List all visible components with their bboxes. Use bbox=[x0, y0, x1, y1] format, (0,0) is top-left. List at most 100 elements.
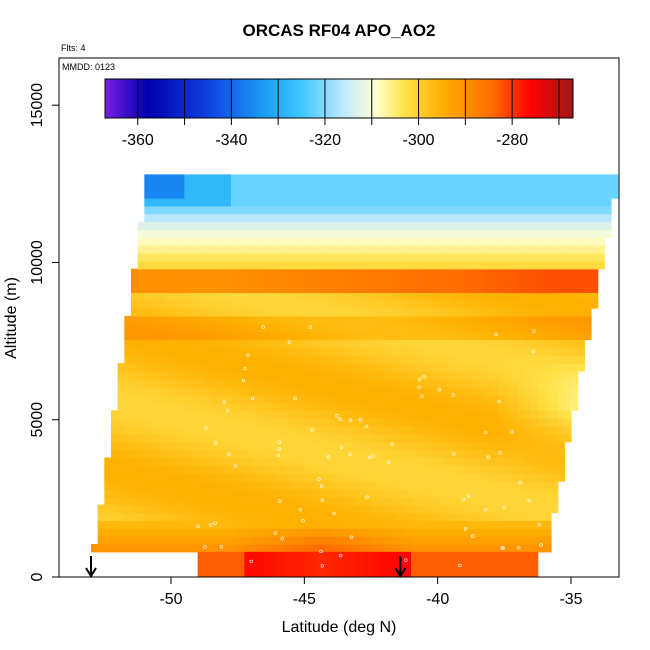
heat-cell bbox=[537, 488, 545, 498]
heat-cell bbox=[557, 213, 565, 223]
heat-cell bbox=[437, 426, 445, 435]
heat-cell bbox=[551, 386, 559, 396]
heat-cell bbox=[257, 260, 265, 270]
heat-cell bbox=[491, 190, 499, 199]
heat-cell bbox=[411, 410, 419, 419]
heat-cell bbox=[311, 433, 319, 443]
heat-cell bbox=[371, 457, 379, 466]
heat-cell bbox=[437, 370, 445, 380]
heat-cell bbox=[237, 229, 245, 238]
heat-cell bbox=[271, 488, 279, 498]
heat-cell bbox=[491, 284, 499, 293]
heat-cell bbox=[171, 213, 179, 223]
heat-cell bbox=[411, 323, 419, 333]
heat-cell bbox=[517, 347, 525, 356]
heat-cell bbox=[531, 284, 539, 293]
heat-cell bbox=[491, 197, 499, 207]
heat-cell bbox=[431, 370, 439, 380]
heat-cell bbox=[411, 473, 419, 482]
heat-cell bbox=[324, 174, 332, 183]
heat-cell bbox=[377, 174, 385, 183]
heat-cell bbox=[224, 441, 232, 451]
heat-cell bbox=[544, 276, 552, 286]
heat-cell bbox=[324, 205, 332, 215]
heat-cell bbox=[511, 323, 519, 333]
heat-cell bbox=[151, 315, 159, 325]
heat-cell bbox=[477, 520, 485, 529]
heat-cell bbox=[384, 543, 392, 553]
heat-cell bbox=[484, 512, 492, 521]
heat-cell bbox=[204, 197, 212, 207]
heat-cell bbox=[577, 355, 585, 364]
heat-cell bbox=[204, 205, 212, 215]
heat-cell bbox=[424, 473, 432, 482]
heat-cell bbox=[357, 512, 365, 521]
heat-cell bbox=[304, 457, 312, 466]
heat-cell bbox=[444, 268, 452, 278]
heat-cell bbox=[557, 276, 565, 286]
heat-cell bbox=[437, 473, 445, 482]
heat-cell bbox=[417, 323, 425, 333]
heat-cell bbox=[451, 378, 459, 388]
heat-cell bbox=[404, 378, 412, 388]
heat-cell bbox=[197, 370, 205, 380]
heat-cell bbox=[537, 253, 545, 262]
heat-cell bbox=[184, 182, 192, 191]
heat-cell bbox=[257, 339, 265, 348]
heat-cell bbox=[417, 394, 425, 404]
heat-cell bbox=[271, 260, 279, 270]
heat-cell bbox=[284, 276, 292, 286]
sample-point bbox=[348, 452, 352, 456]
heat-cell bbox=[331, 221, 339, 231]
sample-point bbox=[420, 394, 424, 398]
heat-cell bbox=[357, 528, 365, 537]
heat-cell bbox=[104, 481, 112, 490]
heat-cell bbox=[524, 174, 532, 183]
heat-cell bbox=[251, 260, 259, 270]
heat-cell bbox=[504, 355, 512, 364]
heat-cell bbox=[377, 394, 385, 404]
heat-cell bbox=[451, 347, 459, 356]
heat-cell bbox=[517, 512, 525, 521]
heat-cell bbox=[311, 205, 319, 215]
heat-cell bbox=[517, 363, 525, 372]
heat-cell bbox=[531, 174, 539, 183]
heat-cell bbox=[144, 190, 152, 199]
heat-cell bbox=[477, 221, 485, 231]
heat-cell bbox=[551, 182, 559, 191]
heat-cell bbox=[477, 284, 485, 293]
heat-cell bbox=[277, 229, 285, 238]
heat-cell bbox=[164, 268, 172, 278]
heat-cell bbox=[364, 378, 372, 388]
heat-cell bbox=[484, 276, 492, 286]
heat-cell bbox=[557, 347, 565, 356]
heat-cell bbox=[317, 528, 325, 537]
heat-cell bbox=[337, 268, 345, 278]
heat-cell bbox=[317, 347, 325, 356]
heat-cell bbox=[291, 433, 299, 443]
heat-cell bbox=[264, 512, 272, 521]
heat-cell bbox=[297, 315, 305, 325]
heat-cell bbox=[417, 245, 425, 254]
heat-cell bbox=[484, 182, 492, 191]
heat-cell bbox=[437, 308, 445, 317]
heat-cell bbox=[491, 504, 499, 514]
heat-cell bbox=[284, 323, 292, 333]
heat-cell bbox=[111, 520, 119, 529]
heat-cell bbox=[551, 190, 559, 199]
heat-cell bbox=[304, 481, 312, 490]
heat-cell bbox=[531, 213, 539, 223]
heat-cell bbox=[371, 315, 379, 325]
heat-cell bbox=[451, 504, 459, 514]
heat-cell bbox=[404, 473, 412, 482]
heat-cell bbox=[517, 331, 525, 341]
heat-cell bbox=[591, 205, 599, 215]
x-axis-label: Latitude (deg N) bbox=[282, 619, 397, 636]
heat-cell bbox=[324, 410, 332, 419]
heat-cell bbox=[557, 260, 565, 270]
heat-cell bbox=[451, 308, 459, 317]
heat-cell bbox=[211, 276, 219, 286]
heat-cell bbox=[517, 488, 525, 498]
heat-cell bbox=[371, 339, 379, 348]
heat-cell bbox=[277, 174, 285, 183]
